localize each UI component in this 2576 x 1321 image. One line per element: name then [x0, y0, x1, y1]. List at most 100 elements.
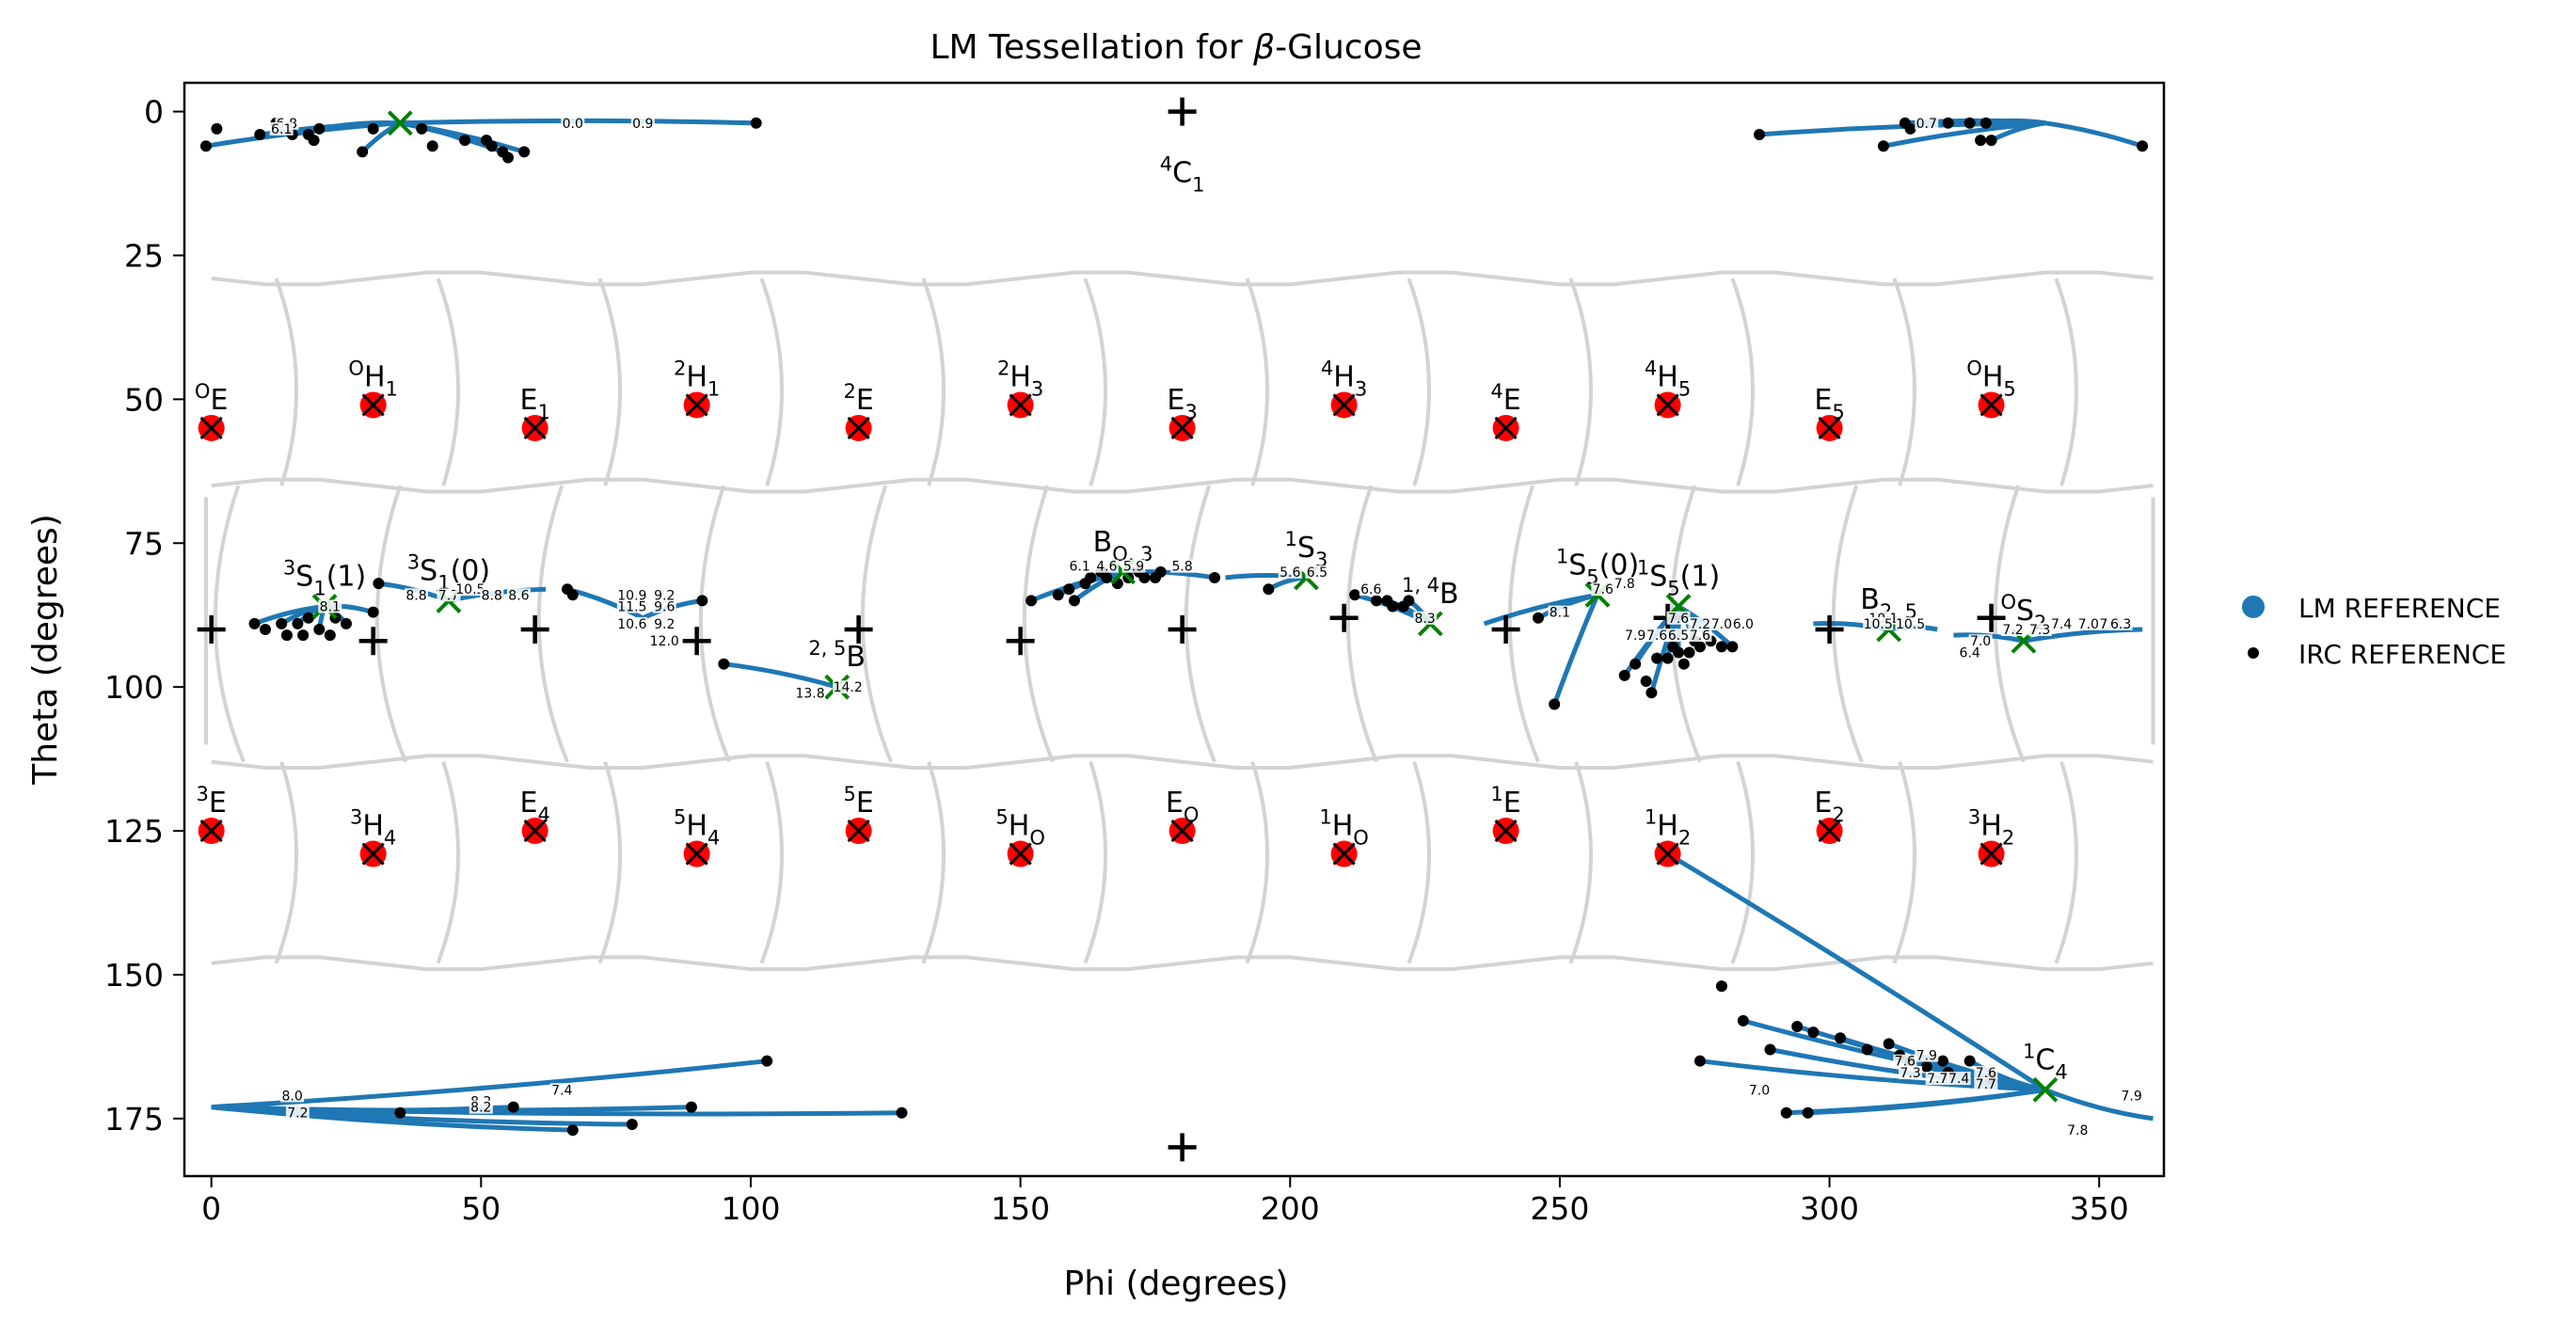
energy-label: 9.2 — [654, 617, 675, 632]
tessellation-edge — [698, 485, 731, 763]
energy-label-bg — [649, 634, 680, 648]
reference-pucker-label: 5H4 — [674, 806, 720, 850]
reference-pucker-cross — [1656, 393, 1679, 417]
energy-label: 6.0 — [1733, 617, 1754, 632]
energy-label: 8.8 — [405, 588, 426, 603]
energy-label: 6.4 — [1959, 645, 1980, 660]
energy-label: 6.5 — [1307, 565, 1328, 581]
reference-pucker-cross — [1818, 416, 1841, 440]
irc-point — [626, 1118, 638, 1130]
irc-point — [696, 595, 708, 607]
energy-label: 9.2 — [654, 588, 675, 603]
irc-point — [1980, 117, 1992, 129]
energy-label: 7.7 — [1927, 1072, 1948, 1087]
energy-label: 7.3 — [1900, 1066, 1920, 1081]
energy-label: 4.6 — [1096, 560, 1117, 575]
lm-path — [1483, 592, 1598, 627]
irc-point — [367, 606, 379, 618]
x-tick-label: 250 — [1530, 1190, 1589, 1227]
legend-irc-marker — [2248, 647, 2259, 659]
lm-group-marker — [2032, 1076, 2059, 1103]
lm-group-label: 1C4 — [2023, 1040, 2068, 1083]
tessellation-edge — [1245, 761, 1270, 964]
energy-label: 7.4 — [1948, 1072, 1969, 1087]
energy-label-bg — [833, 680, 864, 694]
center-plus-marker — [1168, 615, 1197, 644]
y-tick-label: 125 — [104, 813, 164, 850]
irc-point — [1208, 571, 1220, 583]
energy-label-bg — [1359, 582, 1383, 597]
chart-title: LM Tessellation for β-Glucose — [930, 28, 1422, 67]
reference-pucker-label: EO — [1166, 787, 1200, 826]
energy-label: 10.5 — [1864, 617, 1893, 632]
reference-pucker-label: 1E — [1490, 783, 1520, 820]
reference-pucker-cross — [1170, 819, 1194, 843]
lm-paths-layer — [205, 118, 2154, 1133]
tessellation-edge — [436, 761, 461, 964]
irc-point — [1154, 565, 1167, 578]
tessellation-layer — [203, 270, 2155, 972]
center-plus-marker — [1977, 603, 2006, 632]
energy-label-bg — [2065, 1123, 2090, 1138]
tessellation-boundary — [211, 270, 2154, 287]
irc-point — [1662, 652, 1674, 664]
reference-pucker-label: 1H2 — [1645, 806, 1691, 850]
lm-path — [2043, 1087, 2154, 1122]
irc-point — [211, 122, 223, 135]
irc-point — [394, 1106, 406, 1119]
tessellation-edge — [2054, 761, 2078, 964]
lm-path — [1807, 1087, 2046, 1116]
tessellation-edge — [1407, 761, 1431, 964]
irc-point — [248, 617, 261, 629]
irc-point — [199, 140, 212, 152]
energy-label-bg — [549, 1083, 574, 1097]
energy-label-bg — [1413, 611, 1438, 625]
lm-path — [211, 1105, 632, 1127]
energy-label-bg — [2108, 616, 2133, 630]
energy-label: 6.1 — [271, 122, 292, 137]
energy-label: 0.7 — [1916, 117, 1937, 132]
irc-point — [1068, 595, 1080, 607]
tessellation-edge — [1892, 761, 1916, 964]
irc-point — [1683, 646, 1695, 659]
energy-label: 13.8 — [795, 686, 824, 701]
energy-label: 7.2 — [2002, 623, 2023, 638]
irc-point — [1835, 1032, 1847, 1044]
tessellation-edge — [921, 761, 946, 964]
energy-label-bg — [2120, 1089, 2144, 1103]
irc-point — [259, 624, 271, 635]
x-tick-label: 0 — [201, 1190, 221, 1227]
energy-label-bg — [1925, 1072, 1949, 1086]
tessellation-boundary — [211, 754, 2154, 770]
lm-group-marker — [387, 110, 413, 136]
tessellation-edge — [436, 278, 461, 486]
irc-point — [1618, 669, 1630, 681]
irc-point — [507, 1101, 519, 1113]
irc-point — [518, 146, 531, 158]
irc-point — [1678, 658, 1690, 670]
energy-label-bg — [1121, 559, 1146, 573]
labels-layer: OE OH1 E1 2H1 2E 2H3 E3 4H3 4E 4H5 E5 OH5 3E 3H4 E4 5H4… — [195, 116, 2144, 1138]
irc-point — [761, 1055, 773, 1067]
irc-point — [276, 617, 288, 629]
irc-point — [1754, 129, 1766, 141]
x-tick-label: 350 — [2070, 1190, 2129, 1227]
x-tick-label: 150 — [991, 1190, 1050, 1227]
energy-label-bg — [506, 588, 531, 602]
irc-point — [1349, 589, 1361, 601]
irc-point — [1549, 698, 1561, 710]
irc-point — [357, 146, 369, 158]
energy-label: 7.9 — [2121, 1089, 2141, 1104]
reference-pucker-label: E5 — [1814, 384, 1844, 423]
irc-point — [1715, 980, 1727, 993]
irc-point — [1737, 1014, 1749, 1027]
irc-point — [1693, 641, 1706, 653]
tessellation-edge — [1407, 278, 1431, 486]
energy-label: 0.0 — [563, 117, 583, 132]
energy-label-bg — [630, 116, 655, 130]
reference-pucker-label: 5HO — [995, 806, 1044, 850]
y-tick-label: 0 — [144, 94, 164, 131]
energy-label: 8.1 — [1550, 606, 1570, 621]
irc-point — [1791, 1020, 1804, 1032]
irc-point — [1936, 1055, 1948, 1067]
